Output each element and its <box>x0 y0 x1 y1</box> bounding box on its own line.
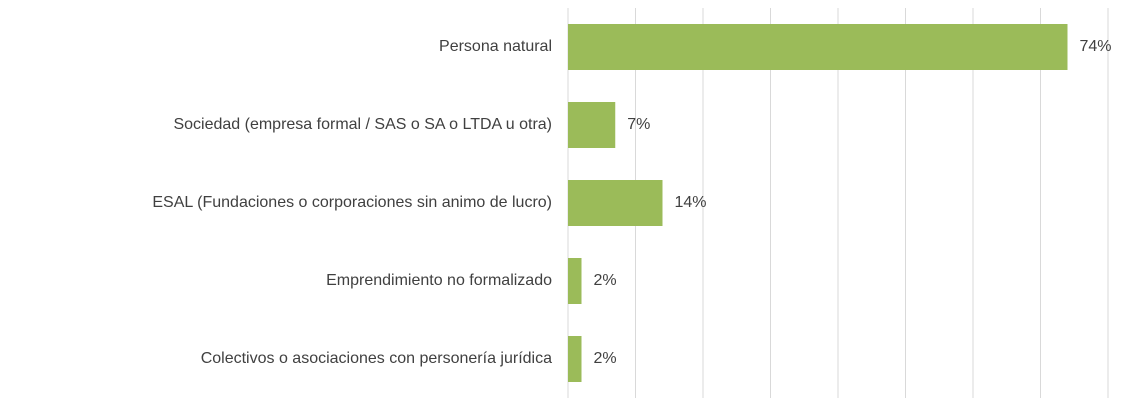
y-tick-label: Persona natural <box>439 38 552 55</box>
y-tick-label: Sociedad (empresa formal / SAS o SA o LT… <box>173 116 552 133</box>
data-label: 14% <box>675 194 707 211</box>
bar <box>568 102 616 148</box>
bar <box>568 24 1068 70</box>
bar <box>568 258 582 304</box>
bar <box>568 180 663 226</box>
data-label: 74% <box>1080 38 1112 55</box>
y-tick-label: Emprendimiento no formalizado <box>326 272 552 289</box>
y-tick-label: ESAL (Fundaciones o corporaciones sin an… <box>152 194 552 211</box>
data-label: 2% <box>594 350 617 367</box>
bar <box>568 336 582 382</box>
data-label: 2% <box>594 272 617 289</box>
data-label: 7% <box>627 116 650 133</box>
y-tick-label: Colectivos o asociaciones con personería… <box>201 350 552 367</box>
